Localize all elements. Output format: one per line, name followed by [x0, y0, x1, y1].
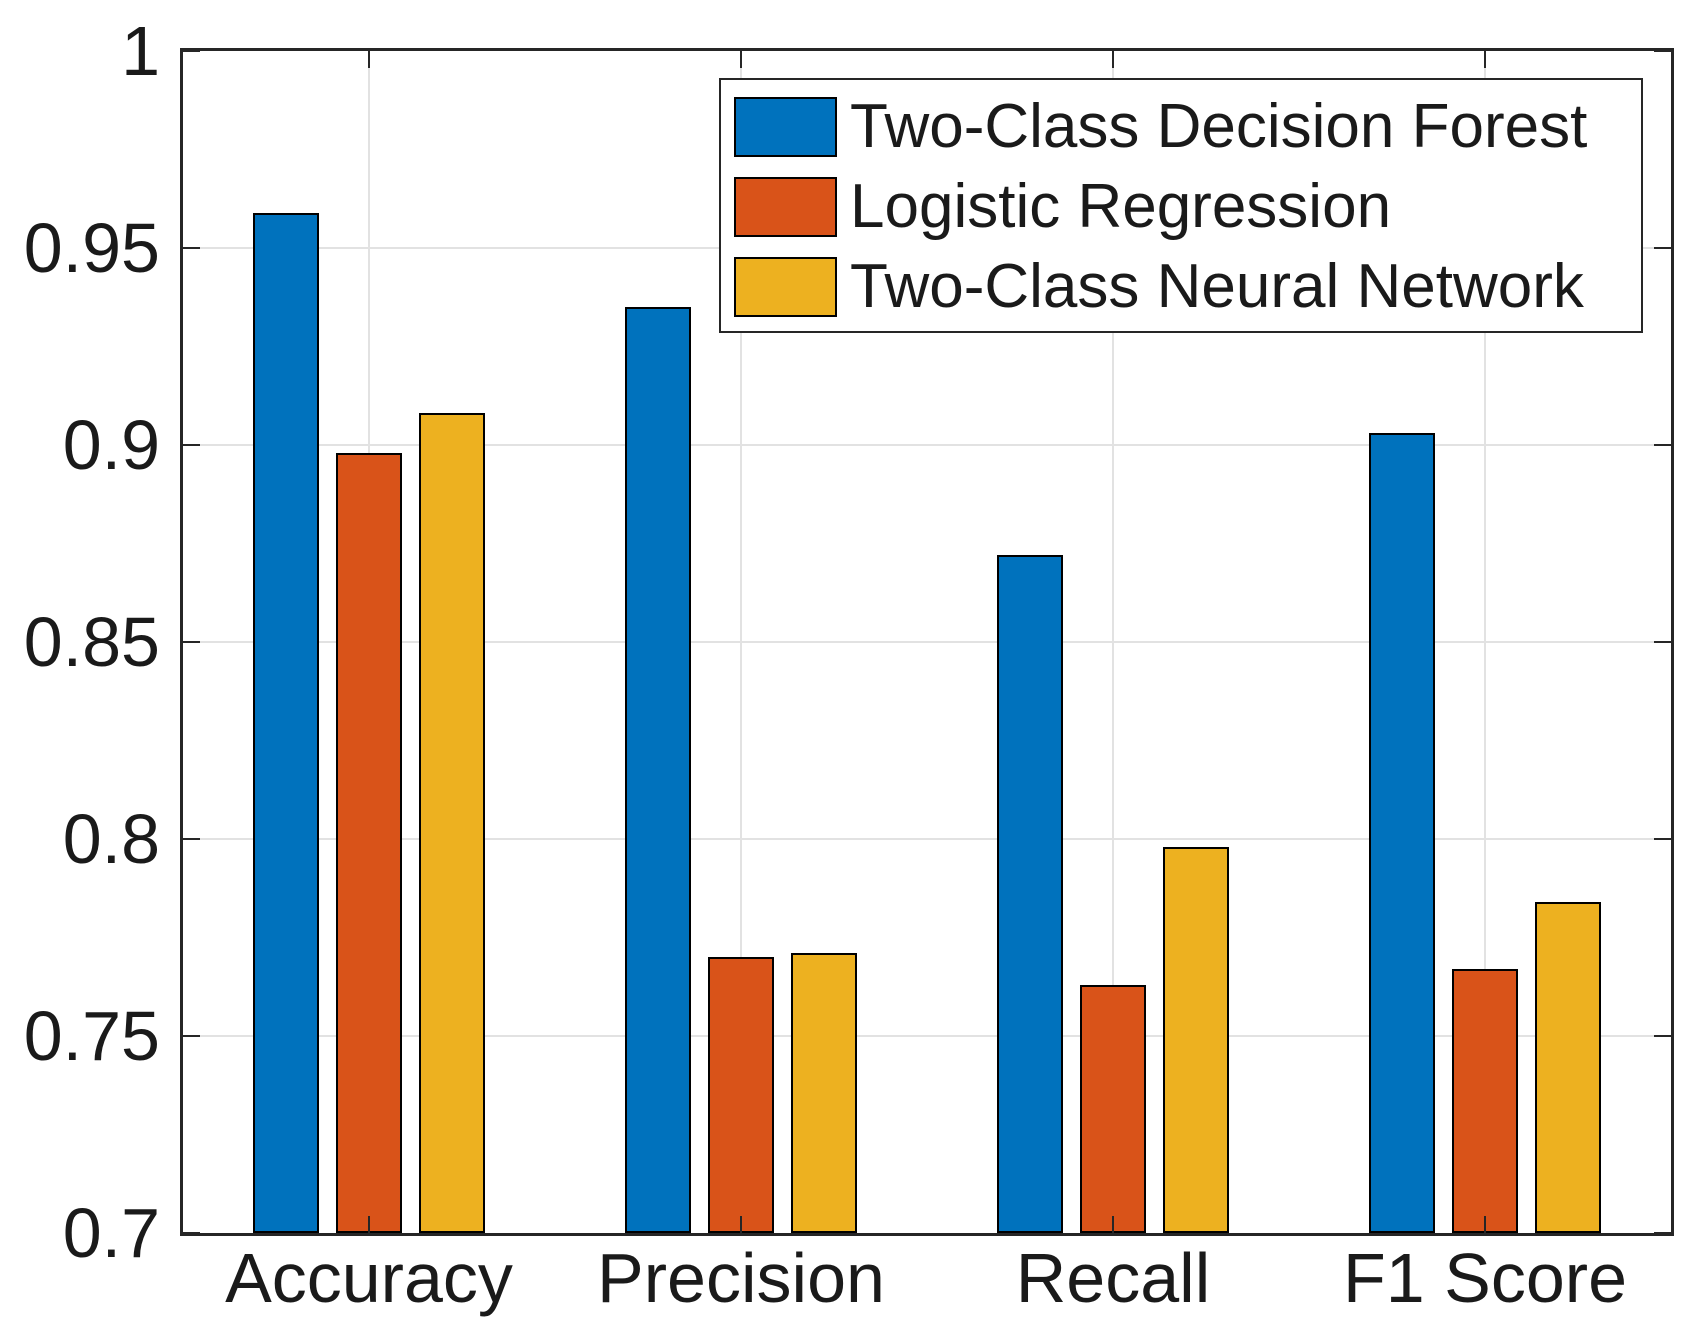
- bar-two-class-decision-forest-precision: [625, 307, 691, 1233]
- y-tick-right: [1654, 50, 1671, 52]
- bar-two-class-decision-forest-recall: [997, 555, 1063, 1233]
- bar-logistic-regression-recall: [1080, 984, 1146, 1233]
- y-tick-left: [183, 1035, 200, 1037]
- y-tick-right: [1654, 1232, 1671, 1234]
- y-tick-label: 0.75: [23, 997, 160, 1075]
- bar-two-class-neural-network-precision: [791, 953, 857, 1233]
- x-category-label: Recall: [1015, 1239, 1211, 1317]
- bar-two-class-neural-network-accuracy: [419, 413, 485, 1233]
- bar-two-class-neural-network-recall: [1163, 846, 1229, 1233]
- legend-label: Logistic Regression: [850, 172, 1392, 241]
- y-tick-left: [183, 838, 200, 840]
- x-tick-top: [1484, 51, 1486, 68]
- legend-entry-logistic-regression: Logistic Regression: [734, 172, 1641, 241]
- legend-swatch-orange: [734, 177, 837, 237]
- y-tick-right: [1654, 641, 1671, 643]
- h-gridline: [183, 838, 1671, 840]
- bar-two-class-neural-network-f1-score: [1535, 902, 1601, 1233]
- x-category-label: F1 Score: [1343, 1239, 1627, 1317]
- legend-label: Two-Class Decision Forest: [850, 92, 1588, 161]
- bar-logistic-regression-accuracy: [336, 452, 402, 1233]
- legend: Two-Class Decision Forest Logistic Regre…: [719, 78, 1643, 333]
- plot-area: [183, 50, 1671, 1234]
- bar-logistic-regression-f1-score: [1452, 969, 1518, 1233]
- y-tick-right: [1654, 1035, 1671, 1037]
- h-gridline: [183, 444, 1671, 446]
- x-tick-top: [1112, 51, 1114, 68]
- h-gridline: [183, 1035, 1671, 1037]
- y-tick-right: [1654, 444, 1671, 446]
- v-gridline: [740, 51, 742, 1233]
- y-tick-left: [183, 1232, 200, 1234]
- x-tick-bottom: [1484, 1216, 1486, 1233]
- legend-entry-neural-network: Two-Class Neural Network: [734, 252, 1641, 321]
- y-tick-right: [1654, 247, 1671, 249]
- y-tick-label: 0.95: [23, 209, 160, 287]
- x-tick-top: [368, 51, 370, 68]
- y-tick-left: [183, 641, 200, 643]
- x-tick-bottom: [368, 1216, 370, 1233]
- legend-label: Two-Class Neural Network: [850, 252, 1584, 321]
- x-category-label: Accuracy: [225, 1239, 513, 1317]
- y-tick-left: [183, 247, 200, 249]
- v-gridline: [1484, 51, 1486, 1233]
- x-tick-bottom: [740, 1216, 742, 1233]
- bar-logistic-regression-precision: [708, 957, 774, 1233]
- y-tick-label: 1: [121, 12, 160, 90]
- legend-entry-decision-forest: Two-Class Decision Forest: [734, 92, 1641, 161]
- y-tick-label: 0.85: [23, 603, 160, 681]
- legend-swatch-blue: [734, 97, 837, 157]
- x-tick-bottom: [1112, 1216, 1114, 1233]
- y-tick-label: 0.8: [62, 800, 160, 878]
- y-tick-right: [1654, 838, 1671, 840]
- y-tick-left: [183, 444, 200, 446]
- v-gridline: [1112, 51, 1114, 1233]
- x-tick-top: [740, 51, 742, 68]
- bar-two-class-decision-forest-accuracy: [253, 212, 319, 1233]
- y-tick-label: 0.9: [62, 406, 160, 484]
- h-gridline: [183, 641, 1671, 643]
- bar-two-class-decision-forest-f1-score: [1369, 433, 1435, 1233]
- y-tick-label: 0.7: [62, 1194, 160, 1272]
- y-tick-left: [183, 50, 200, 52]
- legend-swatch-yellow: [734, 257, 837, 317]
- x-category-label: Precision: [597, 1239, 885, 1317]
